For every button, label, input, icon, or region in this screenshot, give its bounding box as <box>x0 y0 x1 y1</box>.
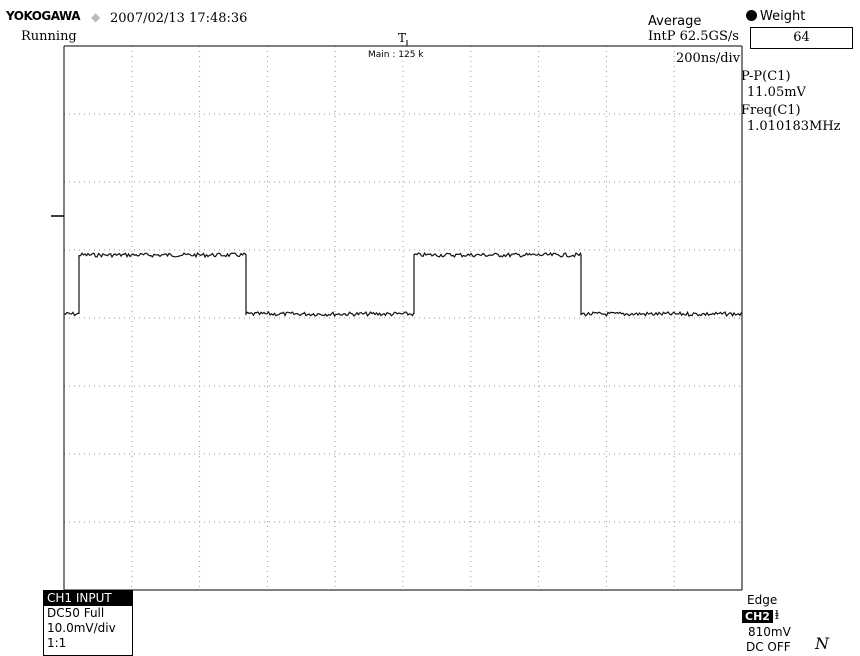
trigger-mode: Edge <box>747 593 778 607</box>
weight-label-text: Weight <box>760 9 806 24</box>
measurement-value: 11.05mV <box>747 85 806 100</box>
weight-value-field[interactable]: 64 <box>750 27 853 49</box>
radio-dot-icon <box>746 10 757 21</box>
run-status: Running <box>21 29 77 44</box>
trigger-marker: T <box>398 31 407 45</box>
datetime: 2007/02/13 17:48:36 <box>110 11 248 26</box>
acquisition-mode: Average <box>648 14 702 29</box>
sample-rate: IntP 62.5GS/s <box>648 29 739 44</box>
timebase: 200ns/div <box>676 51 741 66</box>
channel-scale: 10.0mV/div <box>47 621 116 635</box>
weight-label: Weight <box>746 9 805 24</box>
channel-probe: 1:1 <box>47 636 67 650</box>
graticule-grid <box>64 46 742 590</box>
measurement-name: P-P(C1) <box>741 69 791 84</box>
channel-coupling: DC50 Full <box>47 606 105 620</box>
channel-info-panel[interactable]: CH1 INPUT DC50 Full 10.0mV/div 1:1 <box>43 590 133 656</box>
channel-title: CH1 INPUT <box>44 591 132 606</box>
ch1-waveform <box>63 251 743 318</box>
diamond-icon: ◆ <box>91 10 101 24</box>
trigger-level: 810mV <box>748 625 791 639</box>
measurement-value: 1.010183MHz <box>747 119 841 134</box>
trigger-source[interactable]: CH2 <box>742 610 773 623</box>
rising-edge-icon: ⱡ <box>775 608 779 622</box>
trigger-coupling: DC OFF <box>746 640 791 654</box>
brand-logo: YOKOGAWA <box>6 9 81 23</box>
main-record-length: Main : 125 k <box>368 50 424 60</box>
measurement-name: Freq(C1) <box>741 103 801 118</box>
trigger-slope-icon: N <box>815 634 829 653</box>
